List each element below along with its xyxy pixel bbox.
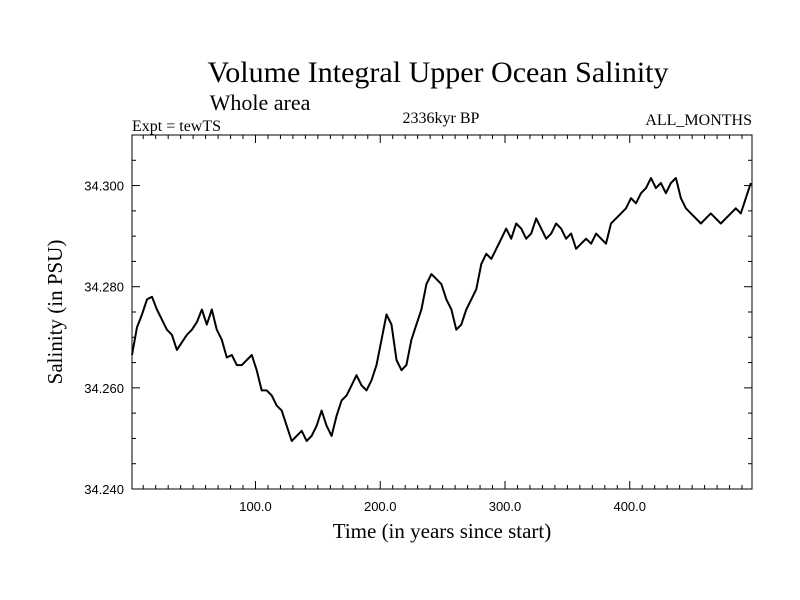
plot-frame — [131, 134, 753, 490]
y-axis-label: Salinity (in PSU) — [43, 240, 67, 385]
x-tick-label: 100.0 — [239, 499, 272, 514]
x-tick-label: 200.0 — [364, 499, 397, 514]
x-axis-ticks: 100.0 200.0 300.0 400.0 — [142, 135, 743, 514]
y-tick-label: 34.300 — [84, 179, 124, 194]
months-label: ALL_MONTHS — [645, 112, 752, 129]
salinity-series-line — [131, 177, 752, 442]
y-axis-ticks: 34.240 34.260 34.280 34.300 — [84, 134, 752, 497]
y-tick-label: 34.240 — [84, 482, 124, 497]
x-tick-label: 300.0 — [489, 499, 522, 514]
y-tick-label: 34.260 — [84, 381, 124, 396]
x-tick-label: 400.0 — [613, 499, 646, 514]
chart-title: Volume Integral Upper Ocean Salinity — [208, 56, 669, 89]
period-label: 2336kyr BP — [403, 110, 480, 127]
experiment-label: Expt = tewTS — [132, 118, 221, 135]
chart-subtitle: Whole area — [210, 90, 311, 115]
x-axis-label: Time (in years since start) — [333, 519, 552, 543]
y-tick-label: 34.280 — [84, 280, 124, 295]
